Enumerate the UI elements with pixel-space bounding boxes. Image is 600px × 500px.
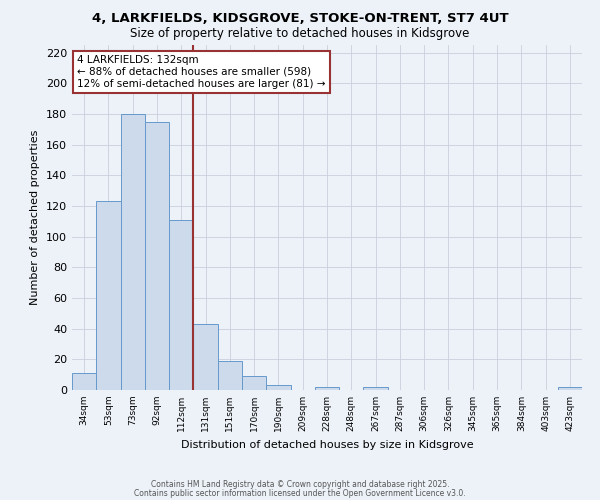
Bar: [96, 202, 121, 390]
Bar: [266, 386, 290, 390]
Bar: [558, 387, 582, 390]
Bar: [364, 387, 388, 390]
Bar: [315, 387, 339, 390]
Bar: [72, 373, 96, 390]
Text: 4 LARKFIELDS: 132sqm
← 88% of detached houses are smaller (598)
12% of semi-deta: 4 LARKFIELDS: 132sqm ← 88% of detached h…: [77, 56, 326, 88]
Bar: [218, 361, 242, 390]
Bar: [242, 376, 266, 390]
X-axis label: Distribution of detached houses by size in Kidsgrove: Distribution of detached houses by size …: [181, 440, 473, 450]
Bar: [145, 122, 169, 390]
Bar: [121, 114, 145, 390]
Text: 4, LARKFIELDS, KIDSGROVE, STOKE-ON-TRENT, ST7 4UT: 4, LARKFIELDS, KIDSGROVE, STOKE-ON-TRENT…: [92, 12, 508, 26]
Text: Size of property relative to detached houses in Kidsgrove: Size of property relative to detached ho…: [130, 28, 470, 40]
Bar: [169, 220, 193, 390]
Text: Contains public sector information licensed under the Open Government Licence v3: Contains public sector information licen…: [134, 488, 466, 498]
Bar: [193, 324, 218, 390]
Y-axis label: Number of detached properties: Number of detached properties: [31, 130, 40, 305]
Text: Contains HM Land Registry data © Crown copyright and database right 2025.: Contains HM Land Registry data © Crown c…: [151, 480, 449, 489]
